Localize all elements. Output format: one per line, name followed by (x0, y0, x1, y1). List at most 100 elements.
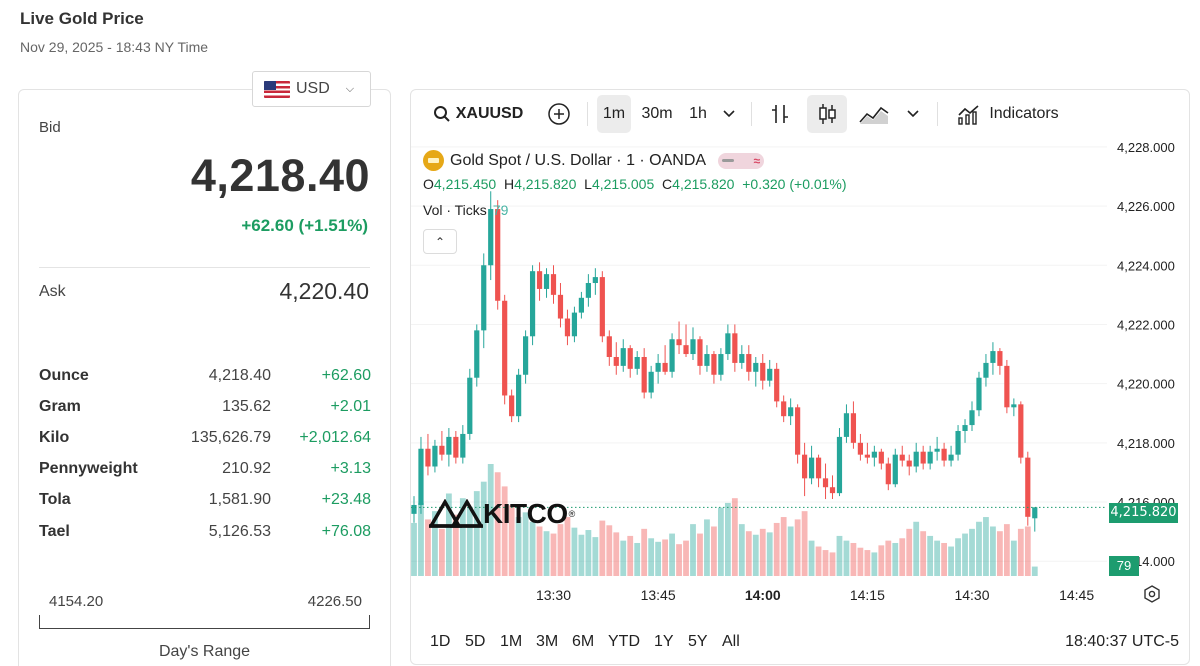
candle-body (564, 318, 571, 337)
candle-body (906, 460, 912, 467)
candle-body (990, 351, 996, 363)
legend-title: Gold Spot / U.S. Dollar · 1 · OANDA (450, 151, 707, 169)
range-all-button[interactable]: All (722, 633, 740, 650)
unit-price: 210.92 (222, 460, 271, 478)
range-1y-button[interactable]: 1Y (654, 633, 674, 650)
area-style-button[interactable] (855, 95, 893, 133)
volume-bar (578, 534, 585, 576)
volume-bar (871, 552, 878, 576)
interval-dropdown-button[interactable] (717, 95, 741, 133)
symbol-search-button[interactable]: XAUUSD (423, 95, 533, 133)
interval-1m-button[interactable]: 1m (597, 95, 631, 133)
candle-body (892, 454, 898, 485)
range-5d-button[interactable]: 5D (465, 633, 486, 650)
time-axis[interactable]: 13:30 13:45 14:00 14:15 14:30 14:45 (536, 587, 1094, 603)
bid-value: 4,218.40 (190, 150, 370, 201)
volume-bar (773, 522, 780, 576)
candle-body (669, 339, 675, 372)
bid-label: Bid (39, 119, 61, 136)
volume-bar (697, 533, 703, 576)
candle-body (941, 448, 947, 461)
candle-body (439, 445, 445, 455)
volume-bar (913, 521, 920, 576)
range-5y-button[interactable]: 5Y (688, 633, 708, 650)
candle-body (467, 377, 473, 434)
range-ytd-button[interactable]: YTD (608, 633, 640, 650)
unit-change: +2,012.64 (299, 428, 371, 446)
unit-price: 4,218.40 (208, 366, 271, 384)
volume-bar (738, 524, 745, 576)
chart-widget: XAUUSD 1m 30m 1h Indicators (410, 89, 1190, 665)
volume-bar (927, 535, 934, 576)
y-tick-label: 4,228.000 (1117, 140, 1175, 155)
volume-bar (466, 507, 473, 576)
candle-body (781, 401, 787, 417)
volume-bar (627, 535, 634, 576)
candle-body (523, 336, 529, 375)
volume-bar (976, 521, 982, 576)
price-panel: Bid 4,218.40 +62.60 (+1.51%) Ask 4,220.4… (18, 89, 391, 666)
page-title: Live Gold Price (20, 9, 144, 28)
legend-style-toggle[interactable]: ≈ (718, 152, 765, 169)
candle-body (808, 457, 815, 479)
candle-body (746, 354, 752, 372)
add-compare-icon (548, 103, 570, 125)
volume-bar (899, 538, 906, 576)
volume-bar (850, 542, 857, 576)
compare-symbol-button[interactable] (543, 95, 575, 133)
candle-body (948, 454, 954, 461)
volume-bar (494, 472, 501, 576)
unit-name: Pennyweight (39, 460, 138, 478)
indicators-button[interactable]: Indicators (949, 95, 1067, 133)
interval-30m-button[interactable]: 30m (637, 95, 677, 133)
volume-bar (878, 545, 885, 576)
volume-bar (620, 540, 627, 576)
range-6m-button[interactable]: 6M (572, 633, 595, 650)
low-label: L (584, 176, 592, 192)
chart-style-dropdown-button[interactable] (901, 95, 925, 133)
settings-icon[interactable] (1144, 585, 1160, 603)
volume-bar (669, 533, 675, 576)
candle-style-button[interactable] (807, 95, 847, 133)
chevron-down-icon (907, 110, 919, 118)
bar-style-button[interactable] (763, 95, 797, 133)
volume-bar (550, 533, 557, 576)
volume-bar (955, 538, 961, 576)
bid-change: +62.60 (+1.51%) (241, 216, 368, 235)
volume-bar (592, 537, 599, 576)
volume-bar (571, 527, 578, 576)
volume-bar (662, 539, 668, 576)
candle-body (871, 451, 877, 458)
range-1d-button[interactable]: 1D (430, 633, 451, 650)
candle-style-icon (819, 104, 836, 124)
volume-bar (557, 524, 564, 576)
volume-bar (1024, 526, 1031, 576)
currency-select[interactable]: USD ⌵ (252, 71, 371, 107)
candle-body (697, 339, 703, 366)
unit-price: 1,581.90 (208, 491, 271, 509)
volume-bar (801, 511, 808, 576)
range-3m-button[interactable]: 3M (536, 633, 559, 650)
candle-body (732, 333, 738, 363)
candle-body (446, 436, 452, 455)
volume-bar (501, 486, 508, 576)
toolbar-divider (751, 102, 752, 126)
volume-bar (983, 517, 989, 576)
candlestick-chart[interactable]: 4,214.0004,216.0004,218.0004,220.0004,22… (411, 138, 1190, 624)
collapse-legend-button[interactable]: ⌃ (423, 229, 457, 254)
day-range-label: Day's Range (158, 643, 251, 660)
candle-layer (411, 191, 1038, 532)
volume-bar (655, 541, 662, 576)
candle-body (599, 277, 605, 337)
close-value: 4,215.820 (672, 176, 735, 192)
volume-bar (1017, 528, 1024, 576)
open-label: O (423, 176, 434, 192)
ask-value: 4,220.40 (279, 278, 369, 304)
candle-body (536, 271, 543, 289)
unit-change: +3.13 (330, 460, 371, 478)
range-1m-button[interactable]: 1M (500, 633, 523, 650)
candle-body (850, 413, 857, 443)
volume-bar (508, 505, 515, 576)
interval-1h-button[interactable]: 1h (683, 95, 713, 133)
watermark-mark: ® (568, 509, 576, 519)
